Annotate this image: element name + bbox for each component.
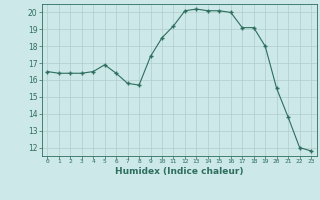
X-axis label: Humidex (Indice chaleur): Humidex (Indice chaleur) <box>115 167 244 176</box>
